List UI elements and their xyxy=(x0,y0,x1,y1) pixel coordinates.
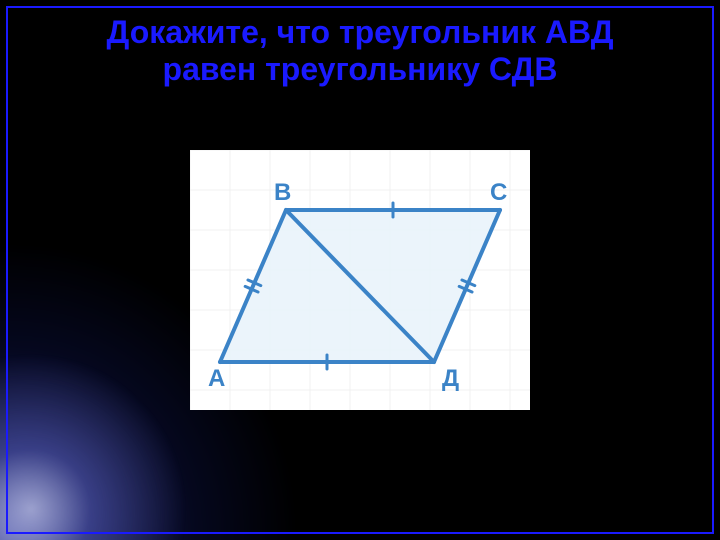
svg-text:Д: Д xyxy=(442,365,459,392)
svg-text:С: С xyxy=(490,179,507,206)
title-line-1: Докажите, что треугольник АВД xyxy=(24,14,696,51)
svg-text:В: В xyxy=(274,179,291,206)
geometry-figure: А В С Д xyxy=(190,150,530,410)
title-line-2: равен треугольнику СДВ xyxy=(24,51,696,88)
lens-flare-core xyxy=(0,340,200,540)
svg-text:А: А xyxy=(208,365,225,392)
slide-title: Докажите, что треугольник АВД равен треу… xyxy=(0,14,720,88)
parallelogram-diagram: А В С Д xyxy=(190,150,530,410)
